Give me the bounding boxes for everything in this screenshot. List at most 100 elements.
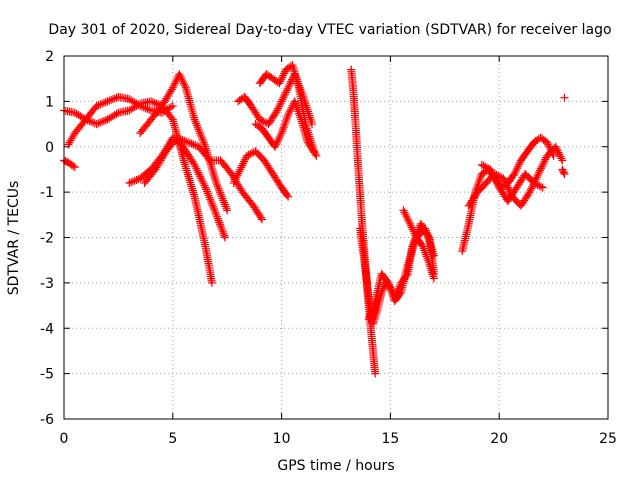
data-point-marker bbox=[532, 173, 541, 182]
tick-layer: 0 5 10 15 20 25 -6 -5 -4 -3 -2 -1 0 1 2 bbox=[40, 49, 617, 447]
data-point-marker bbox=[175, 70, 184, 79]
data-point-marker bbox=[198, 177, 207, 186]
data-point-marker bbox=[177, 74, 186, 83]
data-point-marker bbox=[244, 150, 253, 159]
data-point-marker bbox=[128, 177, 137, 186]
series-track-2 bbox=[60, 156, 79, 172]
data-point-marker bbox=[504, 185, 513, 194]
data-point-marker bbox=[272, 138, 281, 147]
data-point-marker bbox=[223, 206, 232, 215]
data-point-marker bbox=[213, 182, 222, 191]
data-point-marker bbox=[281, 119, 290, 128]
data-point-marker bbox=[377, 287, 386, 296]
data-point-marker bbox=[490, 174, 499, 183]
data-point-marker bbox=[235, 167, 244, 176]
data-point-marker bbox=[481, 162, 490, 171]
data-point-marker bbox=[386, 284, 395, 293]
data-point-marker bbox=[107, 95, 116, 104]
series-track-18 bbox=[558, 165, 569, 178]
data-point-marker bbox=[275, 79, 284, 88]
data-point-marker bbox=[96, 100, 105, 109]
data-point-marker bbox=[277, 129, 286, 138]
data-point-marker bbox=[197, 133, 206, 142]
data-point-marker bbox=[219, 196, 228, 205]
data-point-marker bbox=[366, 309, 375, 318]
data-point-marker bbox=[278, 73, 287, 82]
data-point-marker bbox=[169, 81, 178, 90]
data-point-marker bbox=[279, 93, 288, 102]
data-point-marker bbox=[222, 204, 231, 213]
data-point-marker bbox=[537, 162, 546, 171]
x-tick-label: 15 bbox=[381, 431, 399, 447]
data-point-marker bbox=[173, 133, 182, 142]
data-point-marker bbox=[239, 159, 248, 168]
data-point-marker bbox=[409, 227, 418, 236]
data-point-marker bbox=[70, 163, 79, 172]
data-point-marker bbox=[212, 210, 221, 219]
data-point-marker bbox=[202, 187, 211, 196]
data-point-marker bbox=[206, 197, 215, 206]
data-point-marker bbox=[210, 173, 219, 181]
data-point-marker bbox=[232, 173, 241, 182]
data-point-marker bbox=[207, 278, 216, 287]
data-point-marker bbox=[536, 166, 545, 175]
data-point-marker bbox=[428, 270, 437, 279]
y-tick-label: -5 bbox=[40, 367, 54, 383]
data-point-marker bbox=[421, 248, 430, 257]
data-point-marker bbox=[558, 156, 567, 165]
data-point-marker bbox=[208, 164, 217, 173]
data-point-marker bbox=[209, 204, 218, 213]
data-point-marker bbox=[535, 181, 544, 190]
data-point-marker bbox=[366, 311, 375, 320]
data-point-marker bbox=[533, 171, 542, 180]
data-point-marker bbox=[206, 195, 215, 204]
y-tick-label: -4 bbox=[40, 321, 54, 337]
data-point-marker bbox=[371, 369, 380, 378]
data-point-marker bbox=[291, 99, 300, 108]
data-point-marker bbox=[236, 165, 245, 174]
x-tick-label: 5 bbox=[168, 431, 177, 447]
data-point-marker bbox=[89, 118, 98, 127]
data-point-marker bbox=[295, 109, 304, 118]
data-point-marker bbox=[191, 162, 200, 171]
series-track-9 bbox=[255, 61, 319, 156]
data-point-marker bbox=[272, 140, 281, 149]
data-point-marker bbox=[384, 280, 393, 289]
data-point-marker bbox=[134, 100, 143, 109]
data-point-marker bbox=[284, 82, 293, 91]
data-point-marker bbox=[429, 274, 438, 283]
data-point-marker bbox=[282, 86, 291, 95]
data-point-marker bbox=[311, 150, 320, 159]
data-point-marker bbox=[477, 160, 486, 169]
data-point-marker bbox=[196, 172, 204, 181]
data-points-layer bbox=[60, 61, 569, 378]
data-point-marker bbox=[425, 260, 434, 269]
data-point-marker bbox=[541, 155, 550, 164]
data-point-marker bbox=[296, 113, 305, 122]
data-point-marker bbox=[429, 251, 438, 260]
data-point-marker bbox=[203, 189, 212, 198]
data-point-marker bbox=[312, 151, 321, 160]
y-tick-label: 0 bbox=[45, 140, 54, 156]
data-point-marker bbox=[221, 202, 230, 211]
data-point-marker bbox=[419, 244, 428, 253]
data-point-marker bbox=[276, 99, 285, 108]
x-tick-label: 25 bbox=[599, 431, 617, 447]
data-point-marker bbox=[486, 165, 495, 174]
data-point-marker bbox=[189, 190, 198, 199]
data-point-marker bbox=[410, 229, 419, 238]
data-point-marker bbox=[200, 140, 209, 149]
data-point-marker bbox=[258, 215, 267, 224]
data-point-marker bbox=[491, 176, 500, 185]
data-point-marker bbox=[229, 179, 238, 188]
data-point-marker bbox=[147, 97, 156, 106]
series-track-14 bbox=[399, 206, 438, 283]
data-point-marker bbox=[145, 105, 154, 114]
data-point-marker bbox=[201, 183, 210, 192]
x-tick-label: 20 bbox=[490, 431, 508, 447]
data-point-marker bbox=[101, 98, 110, 107]
data-point-marker bbox=[211, 175, 220, 184]
data-point-marker bbox=[370, 313, 379, 322]
data-point-marker bbox=[502, 179, 511, 188]
